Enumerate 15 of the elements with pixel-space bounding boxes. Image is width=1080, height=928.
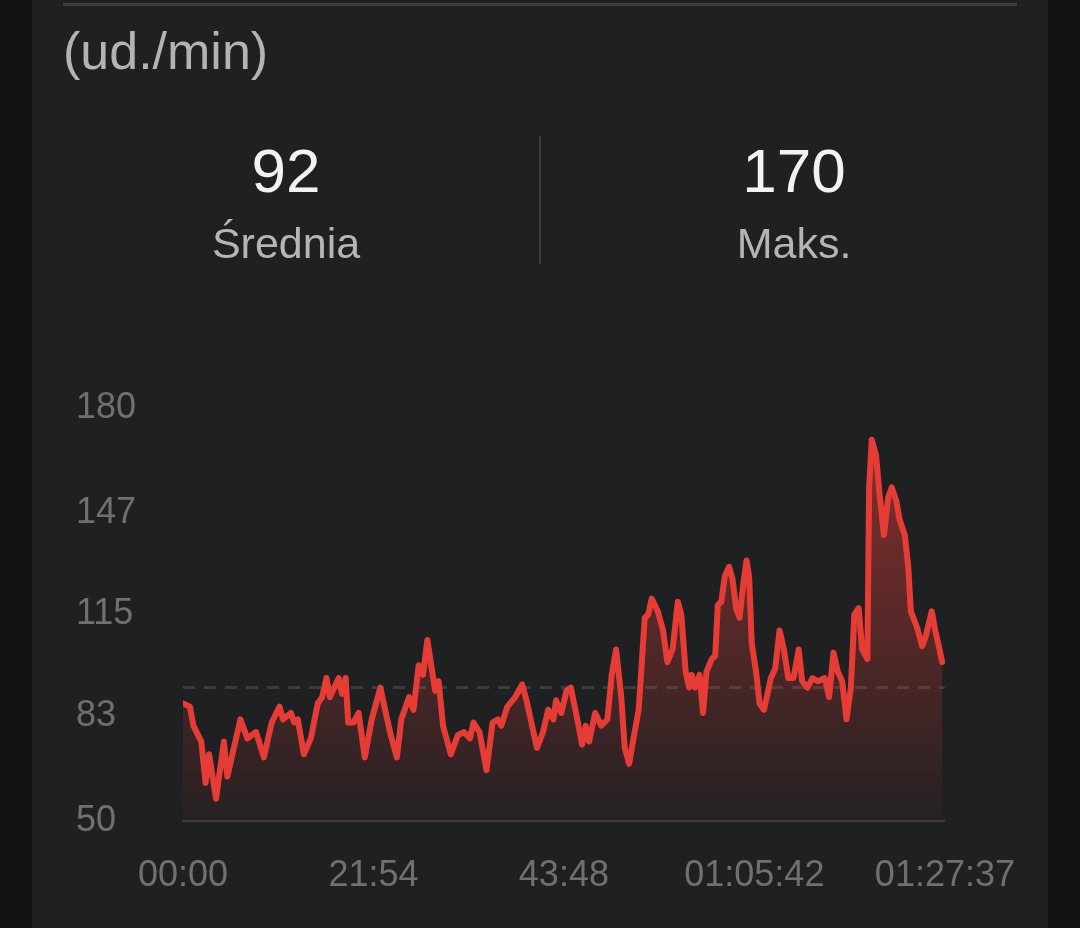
x-tick-label: 00:00 (137, 852, 229, 894)
y-tick-label: 50 (76, 797, 117, 839)
text: 170 (741, 136, 847, 205)
x-tick-label: 01:27:37 (874, 852, 1015, 894)
text: 92 (250, 136, 322, 205)
x-tick-label: 43:48 (518, 852, 609, 894)
y-tick-label: 115 (76, 591, 134, 633)
x-tick-label: 21:54 (328, 852, 419, 894)
y-tick-label: 147 (76, 489, 137, 531)
y-tick-label: 180 (76, 384, 137, 426)
text: (ud./min) (63, 22, 269, 80)
y-tick-label: 83 (76, 693, 117, 735)
text: Średnia (210, 219, 362, 267)
text: Maks. (735, 219, 853, 267)
x-tick-label: 01:05:42 (684, 852, 825, 894)
